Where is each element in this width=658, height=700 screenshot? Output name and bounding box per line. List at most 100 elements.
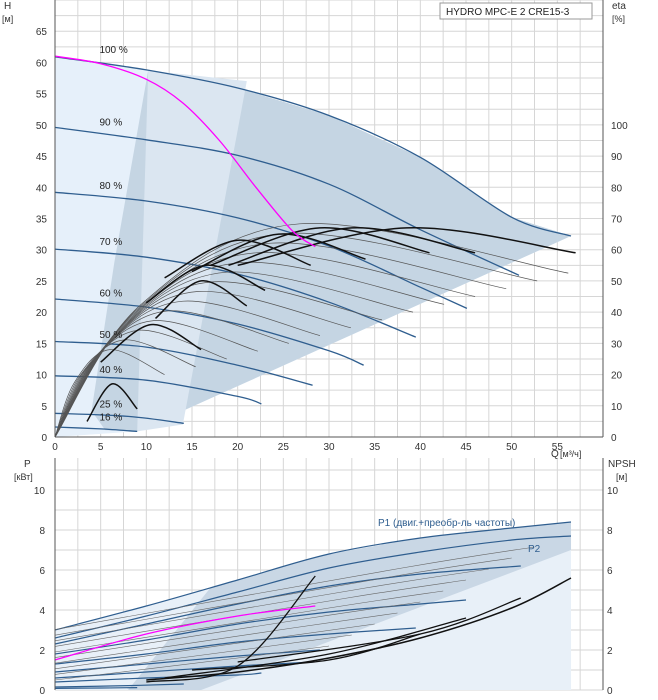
bottom-y-tick-label: 4 xyxy=(39,606,45,617)
efficiency-curve-7 xyxy=(54,291,351,438)
power-curve-3 xyxy=(54,565,521,645)
top-y-tick-label: 20 xyxy=(36,308,48,319)
system-curve xyxy=(54,55,316,248)
power-curve-9 xyxy=(54,683,184,688)
top-y-axis-label: H xyxy=(4,1,11,12)
efficiency-curve-4 xyxy=(54,320,258,438)
power-thin-curve-6 xyxy=(54,590,444,653)
npsh-family-curve-4 xyxy=(164,617,467,679)
efficiency-arc-8 xyxy=(237,227,576,267)
top-x-tick-label: 10 xyxy=(141,442,153,453)
bottom-y2-tick-label: 8 xyxy=(607,526,613,537)
power-thin-curve-3 xyxy=(54,623,375,670)
bottom-y2-axis-label: NPSH xyxy=(608,459,636,470)
head-curve-3 xyxy=(54,191,468,309)
efficiency-arc-5 xyxy=(191,233,366,273)
efficiency-arc-4 xyxy=(164,239,311,279)
top-y2-tick-label: 0 xyxy=(611,433,617,444)
npsh-family-curve-1 xyxy=(146,575,316,683)
top-y2-tick-label: 40 xyxy=(611,308,623,319)
p1-annotation: P1 (двиг.+преобр-ль частоты) xyxy=(378,517,515,529)
top-x-tick-label: 0 xyxy=(52,442,58,453)
top-y2-tick-label: 60 xyxy=(611,246,623,257)
top-y2-tick-label: 80 xyxy=(611,183,623,194)
top-y2-axis-label: eta xyxy=(612,1,626,12)
top-x-tick-label: 45 xyxy=(460,442,472,453)
efficiency-curve-3 xyxy=(54,329,227,438)
efficiency-curve-13 xyxy=(54,232,538,438)
efficiency-curve-9 xyxy=(54,271,414,438)
top-x-tick-label: 15 xyxy=(186,442,198,453)
top-x-axis-unit: [м³/ч] xyxy=(560,449,581,459)
speed-label: 60 % xyxy=(99,288,122,299)
bottom-y-axis-label: P xyxy=(24,459,31,470)
top-y-tick-label: 60 xyxy=(36,58,48,69)
top-x-axis-label: Q xyxy=(551,449,559,460)
top-y2-tick-label: 10 xyxy=(611,402,623,413)
top-x-tick-label: 55 xyxy=(552,442,564,453)
power-thin-curve-5 xyxy=(54,601,421,658)
top-x-tick-label: 5 xyxy=(98,442,104,453)
top-y-tick-label: 5 xyxy=(41,402,47,413)
npsh-family-curve-2 xyxy=(191,633,421,671)
top-x-tick-label: 25 xyxy=(278,442,290,453)
power-curve-2 xyxy=(54,535,572,639)
top-y-tick-label: 0 xyxy=(41,433,47,444)
top-y2-tick-label: 50 xyxy=(611,277,623,288)
p2-annotation: P2 xyxy=(528,544,541,555)
bottom-y-tick-label: 6 xyxy=(39,566,45,577)
power-thin-curve-7 xyxy=(54,579,467,647)
head-curve-2 xyxy=(54,126,520,276)
top-y-tick-label: 10 xyxy=(36,371,48,382)
top-y2-tick-label: 100 xyxy=(611,121,628,132)
top-y2-tick-label: 30 xyxy=(611,339,623,350)
top-x-tick-label: 50 xyxy=(506,442,518,453)
top-y-tick-label: 35 xyxy=(36,215,48,226)
efficiency-arc-9 xyxy=(155,280,248,319)
top-y-tick-label: 40 xyxy=(36,183,48,194)
efficiency-curve-10 xyxy=(54,261,445,438)
speed-label: 25 % xyxy=(99,400,122,411)
power-thin-curve-2 xyxy=(54,634,352,675)
speed-label: 50 % xyxy=(99,330,122,341)
head-curve-6 xyxy=(54,340,313,386)
speed-label: 40 % xyxy=(99,365,122,376)
head-curve-9 xyxy=(54,426,138,433)
top-x-tick-label: 20 xyxy=(232,442,244,453)
bottom-y2-tick-label: 10 xyxy=(607,486,619,497)
top-y2-tick-label: 90 xyxy=(611,152,623,163)
head-curve-5 xyxy=(54,298,364,366)
bottom-y2-axis-unit: [м] xyxy=(616,472,627,482)
efficiency-curve-6 xyxy=(54,300,320,438)
speed-label: 16 % xyxy=(99,413,122,424)
power-curve-1 xyxy=(54,521,572,631)
top-x-tick-label: 30 xyxy=(323,442,335,453)
power-thin-curve-1 xyxy=(54,645,330,681)
top-y-tick-label: 30 xyxy=(36,246,48,257)
power-system-curve xyxy=(54,605,316,661)
power-curve-10 xyxy=(54,687,138,689)
efficiency-curve-1 xyxy=(54,349,165,438)
speed-label: 80 % xyxy=(99,181,122,192)
power-thin-curve-9 xyxy=(54,557,512,636)
bottom-y2-tick-label: 6 xyxy=(607,566,613,577)
efficiency-arc-6 xyxy=(210,227,430,267)
top-y2-tick-label: 20 xyxy=(611,371,623,382)
chart-title-box xyxy=(439,2,593,20)
bottom-y2-tick-label: 0 xyxy=(607,686,613,697)
bottom-y-tick-label: 8 xyxy=(39,526,45,537)
power-curve-6 xyxy=(54,649,320,673)
top-y-tick-label: 45 xyxy=(36,152,48,163)
head-curve-7 xyxy=(54,375,262,405)
efficiency-curve-5 xyxy=(54,310,289,438)
power-thin-curve-8 xyxy=(54,568,489,642)
npsh-family-curve-3 xyxy=(237,597,522,663)
top-y2-axis-unit: [%] xyxy=(612,14,625,24)
top-y-tick-label: 65 xyxy=(36,27,48,38)
bottom-y2-tick-label: 2 xyxy=(607,646,613,657)
bottom-dark-region xyxy=(128,522,572,690)
top-y-tick-label: 50 xyxy=(36,121,48,132)
top-mid-region xyxy=(137,70,247,432)
top-y-tick-label: 25 xyxy=(36,277,48,288)
